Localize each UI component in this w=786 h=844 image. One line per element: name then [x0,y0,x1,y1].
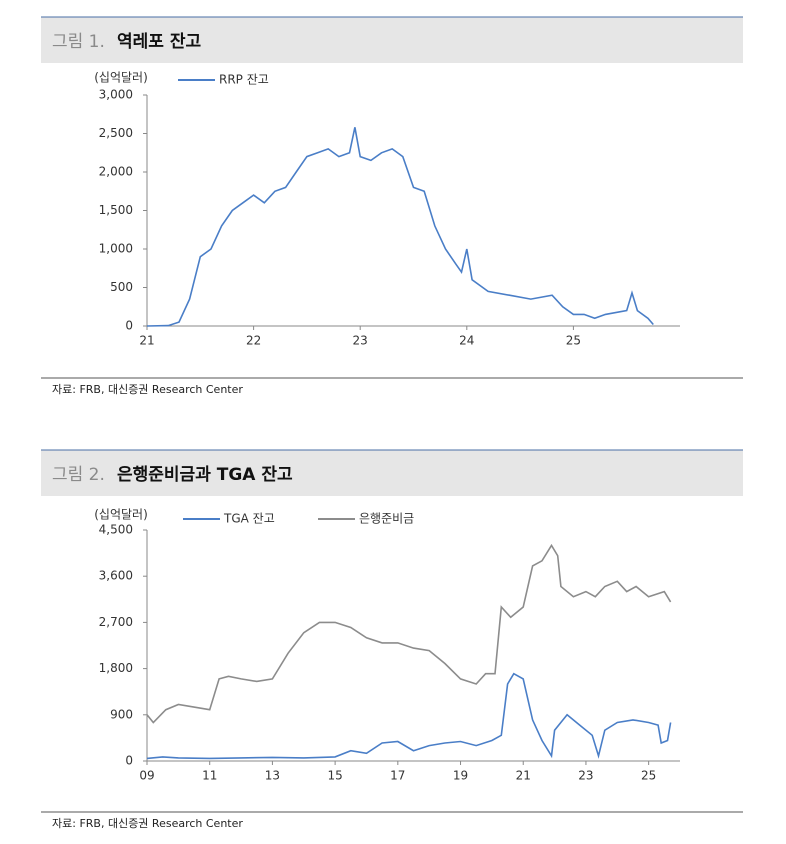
y-tick-label: 500 [110,280,133,294]
y-tick-label: 2,700 [99,615,133,629]
figure-title: 역레포 잔고 [117,32,201,52]
figure-label: 그림 1. [52,32,105,52]
x-tick-label: 13 [265,769,280,783]
x-tick-label: 25 [566,334,581,348]
y-tick-label: 1,000 [99,242,133,256]
x-tick-label: 25 [641,769,656,783]
x-tick-label: 23 [353,334,368,348]
x-tick-label: 23 [578,769,593,783]
y-tick-label: 2,000 [99,165,133,179]
x-tick-label: 21 [516,769,531,783]
x-tick-label: 24 [459,334,474,348]
y-tick-label: 0 [125,754,133,768]
x-tick-label: 09 [139,769,154,783]
series-line [146,672,672,760]
series-line [146,543,672,724]
y-tick-label: 1,800 [99,661,133,675]
header-bar [41,17,743,63]
y-tick-label: 4,500 [99,523,133,537]
y-tick-label: 0 [125,319,133,333]
legend-label: 은행준비금 [359,511,414,526]
x-tick-label: 19 [453,769,468,783]
source: 자료: FRB, 대신증권 Research Center [52,383,243,396]
x-tick-label: 22 [246,334,261,348]
y-tick-label: 1,500 [99,203,133,217]
figure-title: 은행준비금과 TGA 잔고 [117,465,293,485]
x-tick-label: 21 [139,334,154,348]
y-tick-label: 2,500 [99,126,133,140]
figure-label: 그림 2. [52,465,105,485]
unit-label: (십억달러) [94,71,148,85]
y-tick-label: 3,000 [99,88,133,102]
y-tick-label: 900 [110,707,133,721]
source: 자료: FRB, 대신증권 Research Center [52,817,243,830]
x-tick-label: 11 [202,769,217,783]
header-bar [41,450,743,496]
unit-label: (십억달러) [94,508,148,522]
legend-label: TGA 잔고 [223,512,275,526]
y-tick-label: 3,600 [99,569,133,583]
legend-label: RRP 잔고 [219,73,269,87]
x-tick-label: 17 [390,769,405,783]
series-line [146,127,654,327]
x-tick-label: 15 [327,769,342,783]
